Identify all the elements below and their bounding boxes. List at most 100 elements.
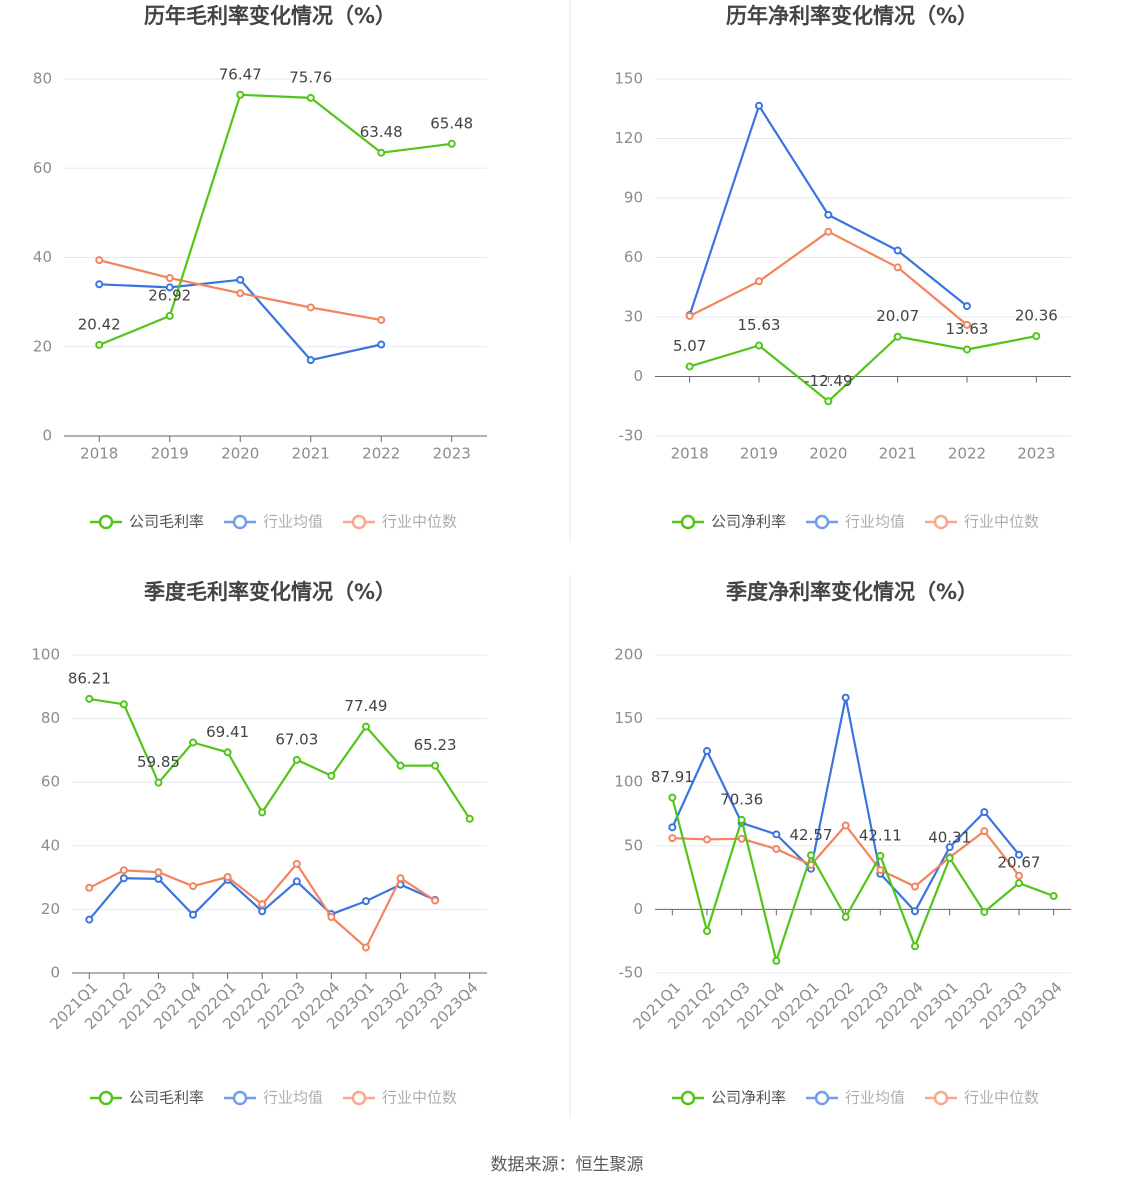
series-median xyxy=(95,256,386,324)
data-point-avg xyxy=(841,693,850,702)
data-point-median xyxy=(824,227,833,236)
data-label: 26.92 xyxy=(148,286,191,304)
data-point-avg xyxy=(980,808,989,817)
series-line-company xyxy=(689,335,1037,403)
data-point-median xyxy=(431,896,440,905)
legend-marker xyxy=(351,514,367,530)
series-avg xyxy=(85,874,440,924)
data-point-company xyxy=(841,913,850,922)
y-tick-label: 20 xyxy=(41,900,60,918)
chart-legend: 公司毛利率 行业均值 行业中位数 xyxy=(90,513,457,531)
legend-marker xyxy=(814,1090,830,1106)
legend-marker xyxy=(351,1090,367,1106)
data-label: 40.31 xyxy=(928,829,971,847)
legend-label: 行业均值 xyxy=(845,513,905,531)
data-point-company xyxy=(824,397,833,406)
data-point-avg xyxy=(893,246,902,255)
data-label: 75.76 xyxy=(289,68,332,86)
y-tick-label: 20 xyxy=(33,337,52,355)
series-median xyxy=(685,227,971,329)
legend-label: 行业中位数 xyxy=(964,513,1039,531)
legend-marker xyxy=(933,1090,949,1106)
chart-4: 季度净利率变化情况（%）-500501001502002021Q12021Q22… xyxy=(614,580,1071,1107)
data-label: -12.49 xyxy=(804,372,852,390)
data-point-company xyxy=(911,942,919,951)
data-point-company xyxy=(447,139,456,148)
data-point-median xyxy=(737,834,746,843)
x-tick-label: 2021 xyxy=(292,445,330,463)
data-point-company xyxy=(703,927,711,936)
series-line-company xyxy=(89,697,471,820)
x-tick-label: 2023 xyxy=(433,445,471,463)
data-point-median xyxy=(223,872,232,881)
data-point-median xyxy=(85,883,94,892)
data-point-avg xyxy=(189,910,198,919)
chart-2: 历年净利率变化情况（%） -30 0 30 60 90 120 150 2018 2019 2020… xyxy=(614,4,1071,531)
data-point-company xyxy=(431,761,440,770)
legend-label: 公司毛利率 xyxy=(129,1089,204,1107)
data-point-median xyxy=(963,320,971,329)
x-tick-label: 2019 xyxy=(740,445,778,463)
data-point-company xyxy=(755,341,763,350)
legend-label: 公司净利率 xyxy=(711,1089,786,1107)
y-tick-label: 0 xyxy=(633,900,643,918)
data-point-median xyxy=(189,882,198,891)
legend-label: 行业均值 xyxy=(263,1089,323,1107)
data-point-company xyxy=(1049,892,1058,901)
data-point-company xyxy=(396,761,405,770)
y-tick-label: 100 xyxy=(614,773,643,791)
series-company: 5.07 15.63 -12.49 20.07 13.63 20.36 xyxy=(673,307,1058,406)
legend-item-median: 行业中位数 xyxy=(925,1089,1039,1107)
legend-marker xyxy=(98,1090,114,1106)
y-tick-label: -50 xyxy=(619,964,644,982)
chart-title: 季度净利率变化情况（%） xyxy=(726,580,978,604)
data-point-avg xyxy=(772,830,781,839)
data-label: 69.41 xyxy=(206,723,249,741)
series-avg xyxy=(95,275,386,365)
y-tick-label: 60 xyxy=(624,248,643,266)
chart-legend: 公司毛利率 行业均值 行业中位数 xyxy=(90,1089,457,1107)
y-tick-label: 200 xyxy=(614,646,643,664)
y-tick-label: 80 xyxy=(33,70,52,88)
data-point-median xyxy=(911,882,919,891)
data-label: 13.63 xyxy=(946,320,989,338)
data-point-avg xyxy=(85,915,94,924)
y-tick-label: 50 xyxy=(624,836,643,854)
data-point-avg xyxy=(1015,850,1023,859)
y-tick-label: 40 xyxy=(41,836,60,854)
data-label: 42.57 xyxy=(790,826,833,844)
legend-item-company: 公司净利率 xyxy=(672,1089,786,1107)
series-line-company xyxy=(671,797,1055,962)
data-point-avg xyxy=(154,874,163,883)
data-point-avg xyxy=(911,907,919,916)
data-point-median xyxy=(377,315,386,324)
data-point-avg xyxy=(306,356,315,365)
series-company: 20.42 26.92 76.47 75.76 63.48 65.48 xyxy=(78,65,473,349)
legend-marker xyxy=(232,1090,248,1106)
data-point-median xyxy=(292,859,301,868)
data-label: 59.85 xyxy=(137,753,180,771)
y-tick-label: 150 xyxy=(614,70,643,88)
data-point-median xyxy=(755,277,763,286)
data-point-median xyxy=(893,263,902,272)
y-tick-label: 120 xyxy=(614,129,643,147)
data-label: 76.47 xyxy=(219,65,262,83)
data-point-company xyxy=(154,778,163,787)
y-tick-label: 30 xyxy=(624,308,643,326)
data-label: 63.48 xyxy=(360,123,403,141)
data-point-avg xyxy=(258,907,267,916)
legend-marker xyxy=(232,514,248,530)
legend-label: 行业均值 xyxy=(845,1089,905,1107)
y-tick-label: 0 xyxy=(50,964,60,982)
data-label: 15.63 xyxy=(738,316,781,334)
data-point-avg xyxy=(165,283,174,292)
data-point-company xyxy=(292,755,301,764)
data-point-company xyxy=(668,793,677,802)
legend-label: 行业中位数 xyxy=(964,1089,1039,1107)
legend-label: 公司毛利率 xyxy=(129,513,204,531)
x-tick-label: 2018 xyxy=(80,445,118,463)
chart-legend: 公司净利率 行业均值 行业中位数 xyxy=(672,513,1039,531)
data-point-median xyxy=(396,874,405,883)
legend-item-avg: 行业均值 xyxy=(224,1089,323,1107)
